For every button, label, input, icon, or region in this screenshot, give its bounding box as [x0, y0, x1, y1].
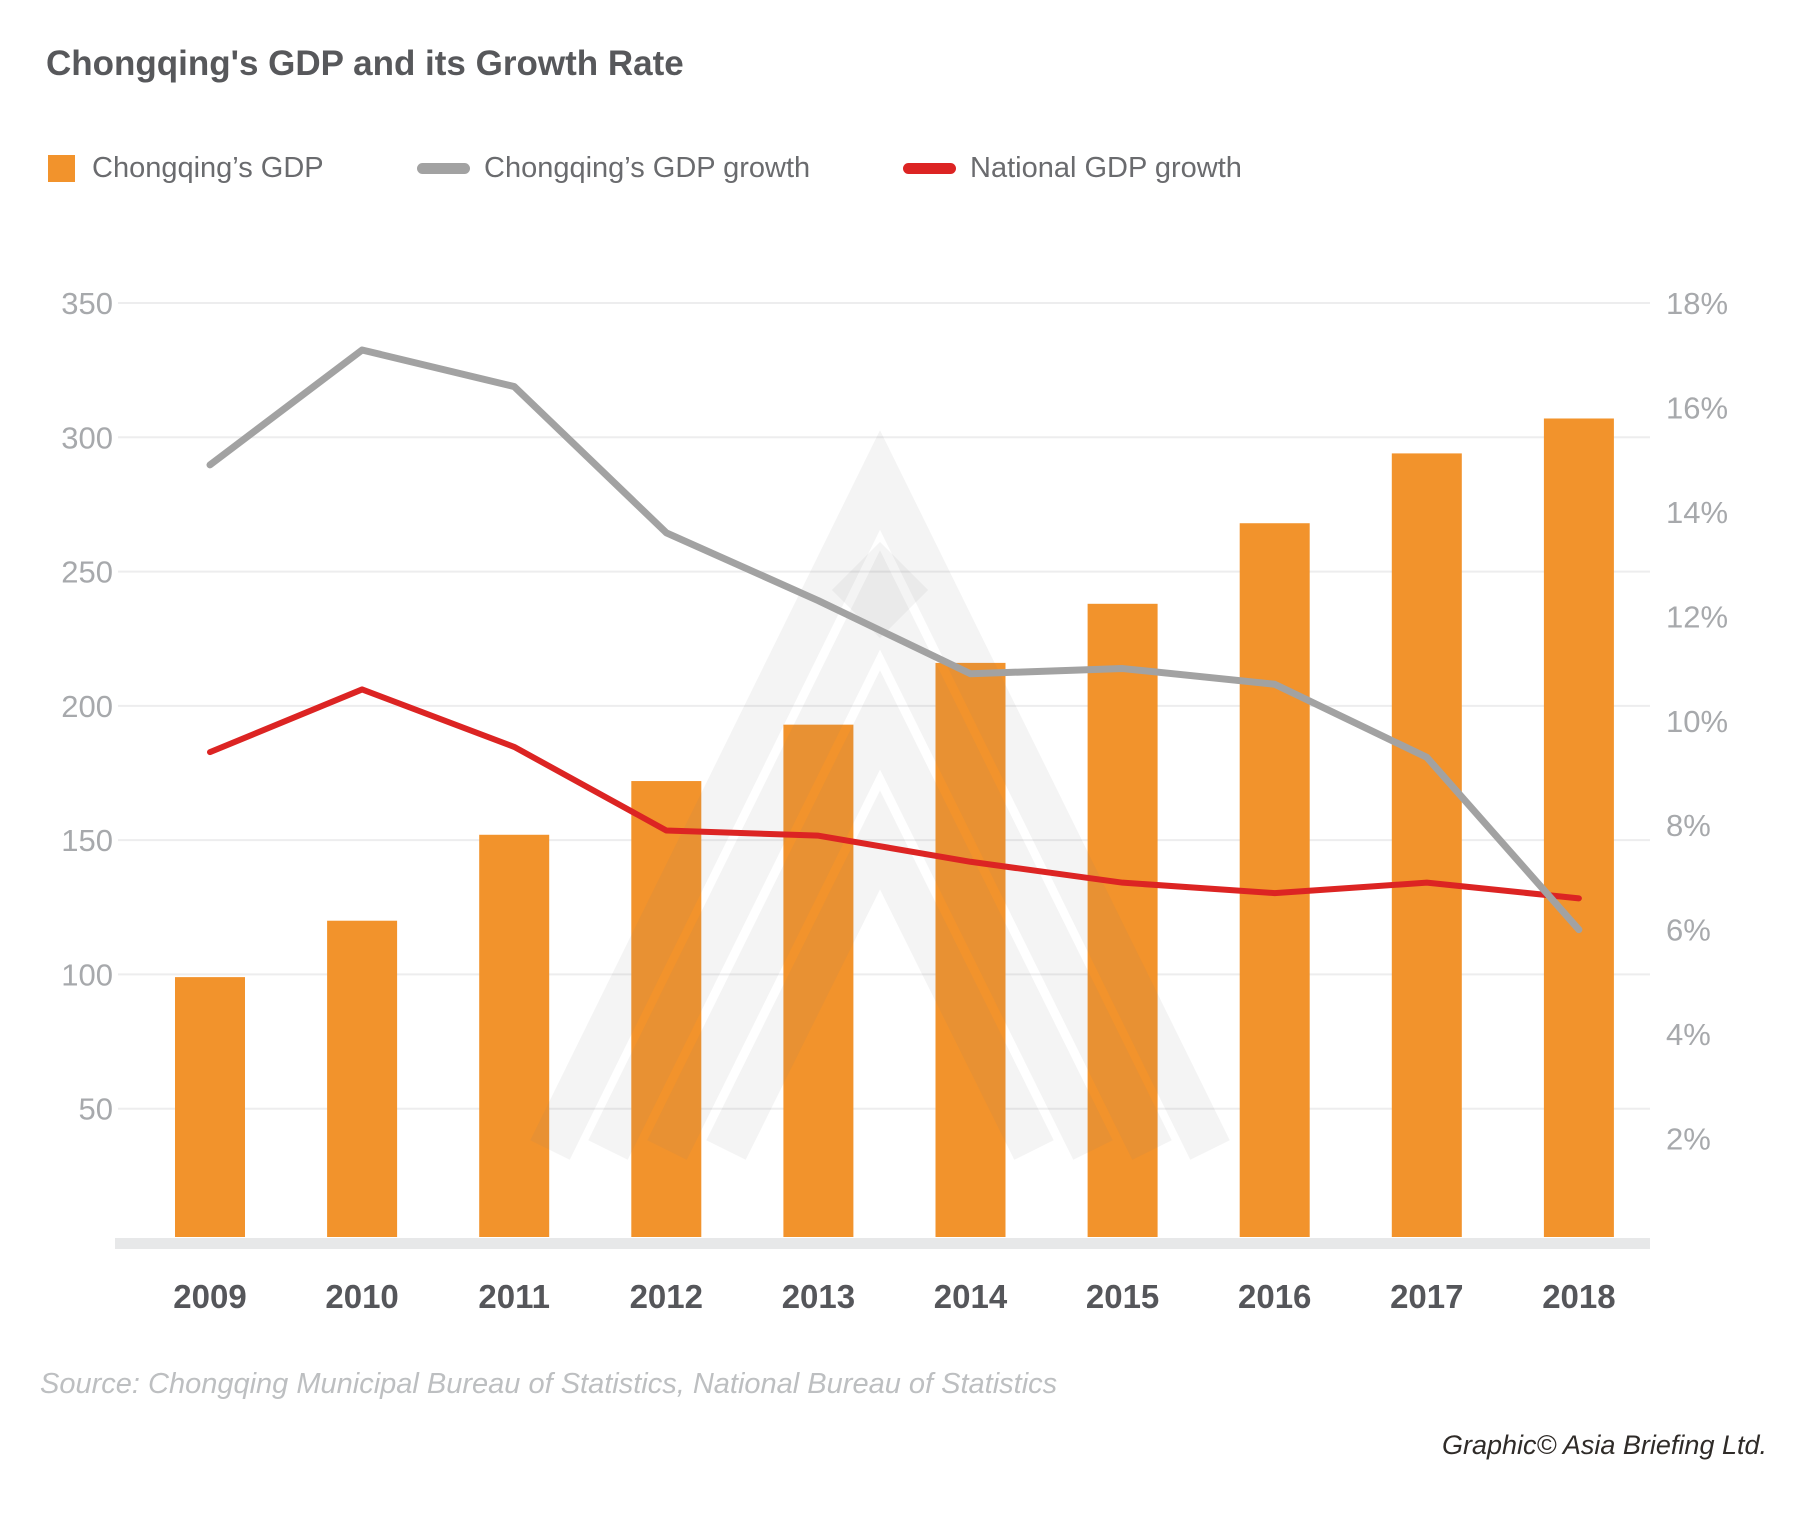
left-axis-tick-250: 250 [61, 555, 113, 590]
x-axis-label-2017: 2017 [1390, 1278, 1463, 1315]
right-axis-tick-14%: 14% [1666, 495, 1728, 530]
legend: Chongqing’s GDP Chongqing’s GDP growth N… [0, 148, 1800, 188]
watermark-icon [530, 430, 1230, 1160]
bar-2012 [631, 781, 702, 1237]
bar-2016 [1239, 523, 1310, 1237]
line-national-gdp-growth [207, 686, 1582, 902]
right-axis-tick-18%: 18% [1666, 286, 1728, 321]
right-axis-tick-6%: 6% [1666, 913, 1711, 948]
x-axis-label-2014: 2014 [934, 1278, 1008, 1315]
left-axis-tick-50: 50 [79, 1092, 113, 1127]
gray-line-swatch-icon [417, 162, 470, 174]
x-axis-label-2018: 2018 [1542, 1278, 1615, 1315]
legend-label: Chongqing’s GDP [92, 151, 324, 184]
right-axis-tick-4%: 4% [1666, 1017, 1711, 1052]
right-axis-tick-2%: 2% [1666, 1122, 1711, 1157]
bar-2018 [1543, 418, 1614, 1237]
credit-note: Graphic© Asia Briefing Ltd. [1441, 1430, 1767, 1460]
bar-2017 [1391, 453, 1462, 1237]
x-axis-label-2012: 2012 [630, 1278, 703, 1315]
bar-2010 [327, 920, 398, 1237]
x-axis-label-2011: 2011 [478, 1278, 550, 1315]
bar-2011 [479, 834, 550, 1237]
legend-item-chongqing-gdp: Chongqing’s GDP [48, 148, 324, 188]
legend-label: National GDP growth [970, 151, 1242, 184]
bar-2014 [935, 662, 1006, 1237]
right-axis-tick-10%: 10% [1666, 704, 1728, 739]
left-axis-tick-100: 100 [61, 957, 113, 992]
bar-swatch-icon [48, 154, 75, 182]
left-axis-tick-350: 350 [61, 286, 113, 321]
x-axis-label-2015: 2015 [1086, 1278, 1159, 1315]
bar-2013 [783, 724, 854, 1237]
line-chongqing-gdp-growth [206, 346, 1583, 934]
legend-item-chongqing-gdp-growth: Chongqing’s GDP growth [417, 148, 810, 188]
right-axis-tick-16%: 16% [1666, 390, 1728, 425]
legend-item-national-gdp-growth: National GDP growth [903, 148, 1242, 188]
x-axis-label-2016: 2016 [1238, 1278, 1311, 1315]
left-axis-tick-150: 150 [61, 823, 113, 858]
page-title: Chongqing's GDP and its Growth Rate [46, 44, 684, 83]
x-axis-label-2009: 2009 [173, 1278, 246, 1315]
x-axis-label-2013: 2013 [782, 1278, 855, 1315]
x-axis-baseline [115, 1238, 1650, 1249]
bar-2009 [175, 977, 245, 1237]
x-axis-label-2010: 2010 [325, 1278, 398, 1315]
legend-label: Chongqing’s GDP growth [484, 151, 811, 184]
source-note: Source: Chongqing Municipal Bureau of St… [40, 1368, 1058, 1400]
left-axis-tick-300: 300 [61, 420, 113, 455]
red-line-swatch-icon [903, 162, 956, 174]
left-axis-tick-200: 200 [61, 689, 113, 724]
right-axis-tick-8%: 8% [1666, 808, 1711, 843]
bar-2015 [1087, 603, 1158, 1237]
right-axis-tick-12%: 12% [1666, 599, 1728, 634]
